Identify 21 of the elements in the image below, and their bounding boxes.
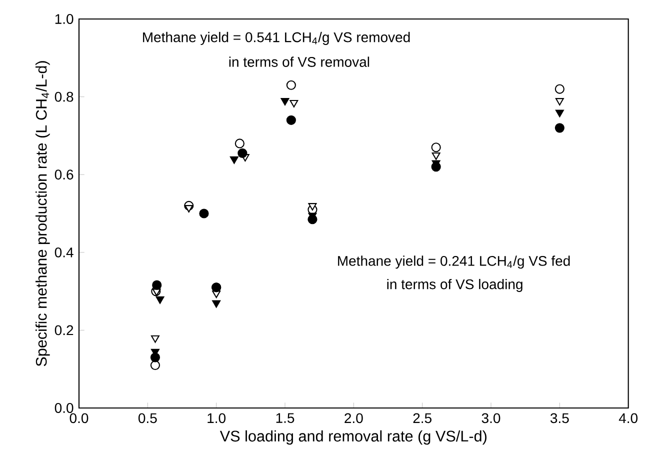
y-tick-label: 0.6 [54,170,74,180]
y-tick-label: 0.2 [54,325,74,336]
y-tick-label: 0.8 [54,92,74,102]
annotation: in terms of VS loading [387,278,522,292]
y-tick-label: 0.4 [54,247,74,258]
annotation: Methane yield = 0.541 LCH$_{4}$/g VS removed [143,32,410,45]
x-tick-label: 3.5 [550,413,569,424]
x-tick-label: 3.0 [482,413,500,424]
y-tick-label: 0.0 [54,403,74,413]
annotation: in terms of VS removal [229,56,370,67]
x-tick-label: 4.0 [618,413,638,424]
x-tick-label: 0.0 [70,413,88,424]
x-tick-label: 0.5 [138,413,157,424]
x-tick-label: 1.5 [276,413,294,423]
x-axis-title: VS loading and removal rate (g VS/L-d) [220,430,486,445]
x-tick-label: 2.0 [344,413,363,424]
x-tick-label: 1.0 [208,413,226,424]
y-tick-label: 1.0 [55,14,74,24]
x-tick-label: 2.5 [413,413,432,424]
y-axis-title: Specific methane production rate (L CH$_{4}$/L-d) [36,61,50,366]
annotation: Methane yield = 0.241 LCH$_{4}$/g VS fed [338,256,570,269]
